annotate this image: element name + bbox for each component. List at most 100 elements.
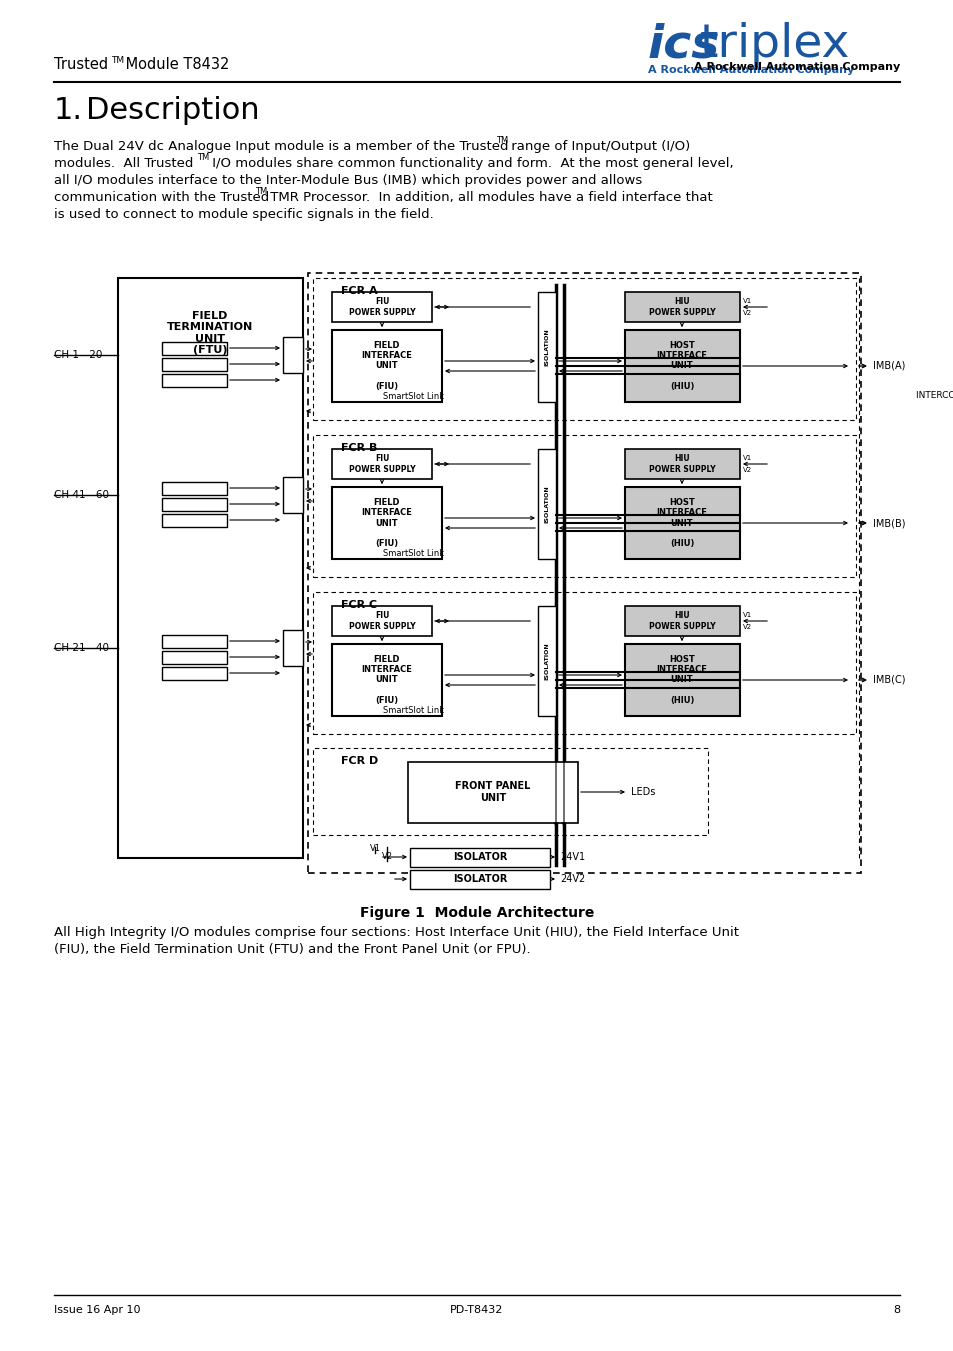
Text: V2: V2 xyxy=(381,852,392,861)
Bar xyxy=(283,336,303,373)
Text: IMB(C): IMB(C) xyxy=(872,676,904,685)
Text: PD-T8432: PD-T8432 xyxy=(450,1305,503,1315)
Text: HOST
INTERFACE
UNIT

(HIU): HOST INTERFACE UNIT (HIU) xyxy=(656,340,707,392)
Text: Issue 16 Apr 10: Issue 16 Apr 10 xyxy=(54,1305,140,1315)
Text: FCR C: FCR C xyxy=(340,600,376,611)
Bar xyxy=(537,607,556,716)
Text: FIELD
TERMINATION
UNIT
(FTU): FIELD TERMINATION UNIT (FTU) xyxy=(167,311,253,355)
Bar xyxy=(313,748,707,835)
Bar xyxy=(624,449,740,480)
Bar xyxy=(162,482,227,494)
Text: HOST
INTERFACE
UNIT

(HIU): HOST INTERFACE UNIT (HIU) xyxy=(656,497,707,549)
Bar xyxy=(624,644,740,716)
Text: FIU
POWER SUPPLY: FIU POWER SUPPLY xyxy=(349,297,415,316)
Text: FIU
POWER SUPPLY: FIU POWER SUPPLY xyxy=(349,454,415,474)
Text: FRONT PANEL
UNIT: FRONT PANEL UNIT xyxy=(455,781,530,802)
Text: 1.: 1. xyxy=(54,96,83,126)
Bar xyxy=(162,651,227,663)
Text: A Rockwell Automation Company: A Rockwell Automation Company xyxy=(647,65,853,76)
Text: V2: V2 xyxy=(742,309,751,316)
Text: Description: Description xyxy=(86,96,259,126)
Text: 8: 8 xyxy=(892,1305,899,1315)
Text: A Rockwell Automation Company: A Rockwell Automation Company xyxy=(693,62,899,72)
Bar xyxy=(410,870,550,889)
Text: ISOLATOR: ISOLATOR xyxy=(453,874,507,884)
Text: V1: V1 xyxy=(742,612,752,617)
Text: Figure 1  Module Architecture: Figure 1 Module Architecture xyxy=(359,907,594,920)
Text: SmartSlot Link: SmartSlot Link xyxy=(382,707,444,715)
Text: TM: TM xyxy=(196,153,209,162)
Text: FIELD
INTERFACE
UNIT

(FIU): FIELD INTERFACE UNIT (FIU) xyxy=(361,340,412,392)
Text: FCR
INTERCONNECT BUS: FCR INTERCONNECT BUS xyxy=(915,380,953,400)
Text: ISOLATION: ISOLATION xyxy=(544,485,549,523)
Text: FCR A: FCR A xyxy=(340,286,377,296)
Text: FIELD
INTERFACE
UNIT

(FIU): FIELD INTERFACE UNIT (FIU) xyxy=(361,655,412,705)
Text: CH 41 - 60: CH 41 - 60 xyxy=(54,490,109,500)
Bar xyxy=(283,477,303,513)
Bar xyxy=(332,449,432,480)
Text: range of Input/Output (I/O): range of Input/Output (I/O) xyxy=(506,141,690,153)
Text: Module T8432: Module T8432 xyxy=(121,57,229,72)
Bar xyxy=(162,374,227,386)
Text: HIU
POWER SUPPLY: HIU POWER SUPPLY xyxy=(648,297,715,316)
Text: 24V2: 24V2 xyxy=(559,874,584,884)
Bar xyxy=(118,278,303,858)
Text: triplex: triplex xyxy=(700,22,850,68)
Bar xyxy=(283,630,303,666)
Bar xyxy=(332,292,432,322)
Bar xyxy=(332,486,441,559)
Text: SmartSlot Link: SmartSlot Link xyxy=(382,549,444,558)
Text: The Dual 24V dc Analogue Input module is a member of the Trusted: The Dual 24V dc Analogue Input module is… xyxy=(54,141,508,153)
Text: CH 21 - 40: CH 21 - 40 xyxy=(54,643,109,653)
Text: V2: V2 xyxy=(742,467,751,473)
Bar xyxy=(537,292,556,403)
Bar xyxy=(162,635,227,648)
Bar xyxy=(308,273,861,873)
Text: modules.  All Trusted: modules. All Trusted xyxy=(54,157,193,170)
Text: ISOLATION: ISOLATION xyxy=(544,328,549,366)
Bar xyxy=(537,449,556,559)
Text: HIU
POWER SUPPLY: HIU POWER SUPPLY xyxy=(648,454,715,474)
Text: TM: TM xyxy=(496,136,508,145)
Text: HOST
INTERFACE
UNIT

(HIU): HOST INTERFACE UNIT (HIU) xyxy=(656,655,707,705)
Text: ics: ics xyxy=(647,22,720,68)
Text: IMB(B): IMB(B) xyxy=(872,517,904,528)
Text: ISOLATION: ISOLATION xyxy=(544,642,549,680)
Bar xyxy=(162,358,227,372)
Text: V1: V1 xyxy=(742,455,752,461)
Text: LEDs: LEDs xyxy=(630,788,655,797)
Bar xyxy=(408,762,578,823)
Text: IMB(A): IMB(A) xyxy=(872,361,904,372)
Text: is used to connect to module specific signals in the field.: is used to connect to module specific si… xyxy=(54,208,434,222)
Text: V1: V1 xyxy=(369,844,380,852)
Text: All High Integrity I/O modules comprise four sections: Host Interface Unit (HIU): All High Integrity I/O modules comprise … xyxy=(54,925,739,939)
Text: FIU
POWER SUPPLY: FIU POWER SUPPLY xyxy=(349,611,415,631)
Bar xyxy=(162,513,227,527)
Text: FCR B: FCR B xyxy=(340,443,377,453)
Text: TMR Processor.  In addition, all modules have a field interface that: TMR Processor. In addition, all modules … xyxy=(266,190,712,204)
Text: Trusted: Trusted xyxy=(54,57,108,72)
Text: communication with the Trusted: communication with the Trusted xyxy=(54,190,269,204)
Text: CH 1 - 20: CH 1 - 20 xyxy=(54,350,102,359)
Text: all I/O modules interface to the Inter-Module Bus (IMB) which provides power and: all I/O modules interface to the Inter-M… xyxy=(54,174,641,186)
Text: HIU
POWER SUPPLY: HIU POWER SUPPLY xyxy=(648,611,715,631)
Bar xyxy=(624,486,740,559)
Text: SmartSlot Link: SmartSlot Link xyxy=(382,392,444,401)
Bar xyxy=(162,667,227,680)
Text: TM: TM xyxy=(254,186,267,196)
Bar xyxy=(162,499,227,511)
Bar xyxy=(410,848,550,867)
Text: 24V1: 24V1 xyxy=(559,852,584,862)
Bar xyxy=(332,607,432,636)
Text: FIELD
INTERFACE
UNIT

(FIU): FIELD INTERFACE UNIT (FIU) xyxy=(361,497,412,549)
Text: (FIU), the Field Termination Unit (FTU) and the Front Panel Unit (or FPU).: (FIU), the Field Termination Unit (FTU) … xyxy=(54,943,530,957)
Text: TM: TM xyxy=(111,55,124,65)
Bar xyxy=(313,592,855,734)
Bar xyxy=(332,330,441,403)
Bar xyxy=(624,292,740,322)
Text: ISOLATOR: ISOLATOR xyxy=(453,852,507,862)
Text: V2: V2 xyxy=(742,624,751,630)
Bar xyxy=(313,278,855,420)
Bar xyxy=(162,342,227,355)
Bar xyxy=(624,330,740,403)
